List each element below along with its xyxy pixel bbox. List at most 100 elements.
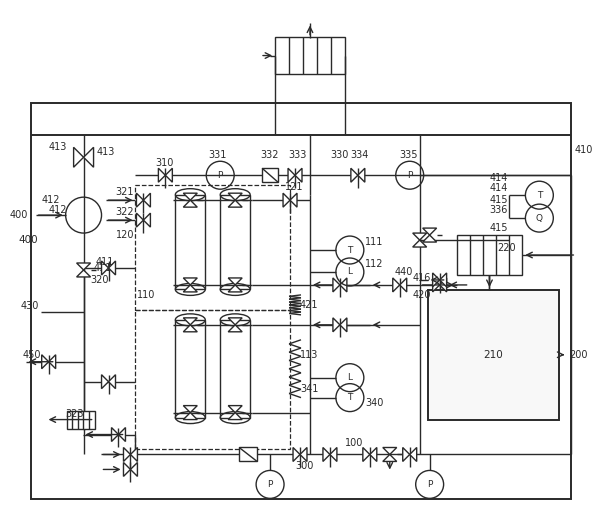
Polygon shape xyxy=(165,168,172,182)
Text: 430: 430 xyxy=(21,301,39,311)
Polygon shape xyxy=(183,200,197,207)
Text: P: P xyxy=(427,480,432,489)
Text: 341: 341 xyxy=(300,384,318,393)
Polygon shape xyxy=(409,447,417,461)
Polygon shape xyxy=(84,147,93,167)
Text: 310: 310 xyxy=(156,158,174,168)
Text: 334: 334 xyxy=(350,151,368,160)
Polygon shape xyxy=(290,193,297,207)
Polygon shape xyxy=(403,447,409,461)
Text: 112: 112 xyxy=(365,259,384,269)
Polygon shape xyxy=(432,273,440,287)
Bar xyxy=(220,195,250,290)
Polygon shape xyxy=(109,375,116,389)
Text: P: P xyxy=(407,171,412,180)
Text: T: T xyxy=(537,190,542,200)
Text: 413: 413 xyxy=(49,142,67,152)
Polygon shape xyxy=(432,278,440,292)
Polygon shape xyxy=(358,168,365,182)
Bar xyxy=(66,411,95,429)
Polygon shape xyxy=(119,428,125,442)
Text: 200: 200 xyxy=(569,350,588,360)
Polygon shape xyxy=(124,447,130,461)
Text: 322: 322 xyxy=(116,207,134,217)
Text: 323: 323 xyxy=(66,408,84,419)
Text: 416: 416 xyxy=(412,273,431,283)
Polygon shape xyxy=(330,447,337,461)
Bar xyxy=(136,185,290,310)
Polygon shape xyxy=(183,278,197,285)
Text: 420: 420 xyxy=(412,290,431,300)
Polygon shape xyxy=(130,447,137,461)
Text: 332: 332 xyxy=(260,151,279,160)
Text: 321: 321 xyxy=(116,187,134,197)
Polygon shape xyxy=(228,406,242,413)
Polygon shape xyxy=(288,168,295,182)
Polygon shape xyxy=(300,447,307,461)
Bar xyxy=(239,447,257,461)
Polygon shape xyxy=(101,375,109,389)
Text: 300: 300 xyxy=(295,461,314,471)
Polygon shape xyxy=(183,285,197,292)
Text: Q: Q xyxy=(536,214,543,223)
Text: T: T xyxy=(347,393,353,402)
Text: 331: 331 xyxy=(208,151,227,160)
Text: L: L xyxy=(347,373,352,382)
Polygon shape xyxy=(124,462,130,476)
Text: 111: 111 xyxy=(365,237,383,247)
Text: 414: 414 xyxy=(490,183,508,193)
Polygon shape xyxy=(74,147,84,167)
Polygon shape xyxy=(77,270,90,277)
Bar xyxy=(175,320,205,418)
Text: P: P xyxy=(267,480,273,489)
Polygon shape xyxy=(383,455,397,461)
Polygon shape xyxy=(144,193,150,207)
Polygon shape xyxy=(295,168,302,182)
Polygon shape xyxy=(423,235,437,242)
Polygon shape xyxy=(228,200,242,207)
Polygon shape xyxy=(412,240,427,247)
Polygon shape xyxy=(183,193,197,200)
Text: 113: 113 xyxy=(300,350,318,360)
Polygon shape xyxy=(183,406,197,413)
Polygon shape xyxy=(183,318,197,325)
Polygon shape xyxy=(228,318,242,325)
Polygon shape xyxy=(183,325,197,332)
Bar xyxy=(220,320,250,418)
Polygon shape xyxy=(228,413,242,419)
Polygon shape xyxy=(77,263,90,270)
Text: L: L xyxy=(347,267,352,277)
Polygon shape xyxy=(351,168,358,182)
Polygon shape xyxy=(49,355,55,368)
Polygon shape xyxy=(101,261,109,275)
Text: 421: 421 xyxy=(300,300,318,310)
Text: 100: 100 xyxy=(345,438,363,447)
Polygon shape xyxy=(144,213,150,227)
Polygon shape xyxy=(112,428,119,442)
Polygon shape xyxy=(228,285,242,292)
Text: 320: 320 xyxy=(90,275,109,285)
Polygon shape xyxy=(383,447,397,455)
Polygon shape xyxy=(159,168,165,182)
Polygon shape xyxy=(400,278,406,292)
Text: 335: 335 xyxy=(400,151,418,160)
Text: 400: 400 xyxy=(10,210,28,220)
Polygon shape xyxy=(370,447,377,461)
Polygon shape xyxy=(130,462,137,476)
Bar xyxy=(31,103,571,499)
Polygon shape xyxy=(440,273,447,287)
Text: 400: 400 xyxy=(19,235,39,245)
Polygon shape xyxy=(412,233,427,240)
Polygon shape xyxy=(333,318,340,332)
Polygon shape xyxy=(136,213,144,227)
Polygon shape xyxy=(183,413,197,419)
Text: 340: 340 xyxy=(365,398,383,407)
Text: 414: 414 xyxy=(490,173,508,183)
Text: 411: 411 xyxy=(95,257,114,267)
Polygon shape xyxy=(340,318,347,332)
Polygon shape xyxy=(283,193,290,207)
Text: 110: 110 xyxy=(137,290,156,300)
Polygon shape xyxy=(363,447,370,461)
Bar xyxy=(275,37,345,75)
Polygon shape xyxy=(333,278,340,292)
